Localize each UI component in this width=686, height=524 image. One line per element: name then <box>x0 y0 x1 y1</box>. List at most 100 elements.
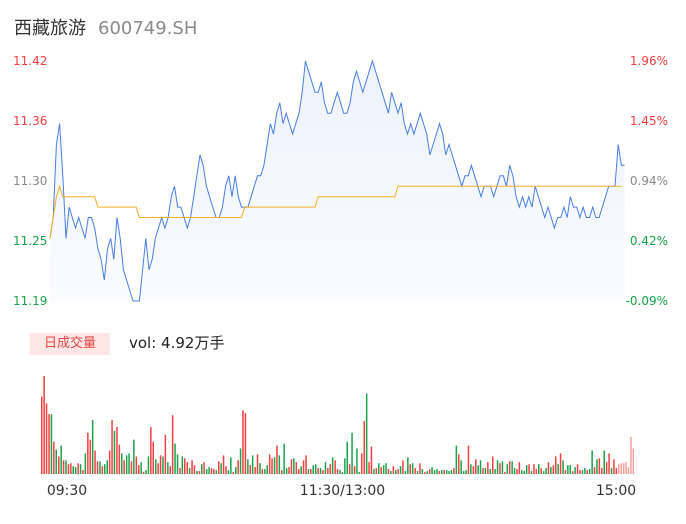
volume-bar <box>458 454 460 474</box>
volume-bar <box>210 468 213 474</box>
volume-bar <box>431 467 433 474</box>
volume-bar <box>70 463 72 474</box>
volume-bar <box>586 470 588 474</box>
volume-bar <box>596 459 598 474</box>
volume-bar <box>598 458 601 474</box>
volume-bar <box>259 463 261 474</box>
volume-bar <box>353 466 356 474</box>
volume-bar <box>256 454 259 474</box>
volume-bar <box>438 471 441 474</box>
volume-bar <box>232 472 234 474</box>
volume-bar <box>273 457 276 474</box>
volume-bar <box>523 471 525 474</box>
volume-bar <box>181 456 184 474</box>
volume-bar <box>346 441 348 474</box>
volume-bar <box>373 469 375 474</box>
volume-bar <box>106 460 108 474</box>
volume-bar <box>341 472 344 474</box>
volume-bar <box>128 453 130 474</box>
volume-bar <box>504 472 506 474</box>
volume-bar <box>281 470 283 474</box>
volume-bar <box>215 470 218 474</box>
volume-bar <box>298 469 300 474</box>
volume-bar <box>227 470 230 474</box>
volume-bar <box>159 455 162 474</box>
volume-bar <box>91 420 94 474</box>
volume-bar <box>247 459 249 474</box>
percent-tick-label: 1.96% <box>630 54 668 68</box>
volume-bar <box>176 454 179 474</box>
volume-bar <box>484 468 487 474</box>
volume-bar <box>203 462 205 474</box>
volume-bar <box>380 467 382 474</box>
volume-bar <box>285 468 288 474</box>
volume-bar <box>414 468 416 474</box>
volume-bar <box>555 456 557 474</box>
volume-bar <box>300 466 302 474</box>
volume-bar <box>150 427 152 474</box>
volume-bar <box>361 453 363 474</box>
percent-tick-label: 0.42% <box>630 234 668 248</box>
volume-bar <box>535 469 538 474</box>
volume-bar <box>559 453 562 474</box>
volume-bar <box>397 469 399 474</box>
volume-bar <box>111 420 113 474</box>
volume-bar <box>315 464 317 474</box>
volume-bar <box>222 455 225 474</box>
volume-bar <box>171 415 174 474</box>
volume-bar <box>499 463 501 474</box>
volume-bar <box>145 470 147 474</box>
volume-bar <box>84 453 87 474</box>
volume-bar <box>545 468 547 474</box>
volume-bar <box>220 463 222 474</box>
volume-bar <box>552 465 555 474</box>
volume-bar <box>157 463 159 474</box>
volume-bar <box>395 470 397 474</box>
volume-bar <box>329 464 331 474</box>
volume-bar <box>290 459 293 474</box>
volume-bar <box>576 464 579 474</box>
volume-bar <box>65 460 67 474</box>
volume-bar <box>387 469 390 474</box>
volume-bar <box>622 463 625 474</box>
volume-bar <box>82 470 84 474</box>
volume-bar <box>60 445 62 474</box>
volume-bar <box>479 460 482 474</box>
volume-bar <box>43 376 45 474</box>
volume-bar <box>310 469 312 474</box>
volume-bar <box>94 450 96 474</box>
average-price-line <box>49 184 622 239</box>
volume-bar <box>465 470 467 474</box>
volume-bar <box>99 461 101 474</box>
volume-bar <box>625 462 627 474</box>
percent-tick-label: 1.45% <box>630 114 668 128</box>
volume-bar <box>603 450 605 474</box>
price-area-fill <box>50 61 625 301</box>
time-axis-label: 11:30/13:00 <box>300 483 385 499</box>
volume-bar <box>426 471 428 474</box>
volume-bar <box>470 464 472 474</box>
volume-bar <box>72 466 74 474</box>
volume-bar <box>368 462 370 474</box>
volume-bar <box>174 443 176 474</box>
volume-bar <box>407 457 409 474</box>
volume-bar <box>421 469 424 474</box>
volume-bar <box>574 467 576 474</box>
volume-bar <box>399 466 402 474</box>
volume-bar <box>506 464 508 474</box>
volume-bar <box>441 470 443 474</box>
volume-bar <box>365 393 368 474</box>
volume-bar <box>392 466 395 474</box>
volume-bar <box>460 460 462 474</box>
volume-bar <box>593 467 596 474</box>
volume-bar <box>193 465 196 474</box>
volume-bar <box>521 470 523 474</box>
volume-bar <box>516 469 518 474</box>
volume-bar <box>358 472 361 474</box>
volume-bar <box>618 464 620 474</box>
volume-bar <box>613 459 615 474</box>
volume-bar <box>266 465 268 474</box>
volume-bar <box>615 468 618 474</box>
volume-bar <box>550 467 552 474</box>
